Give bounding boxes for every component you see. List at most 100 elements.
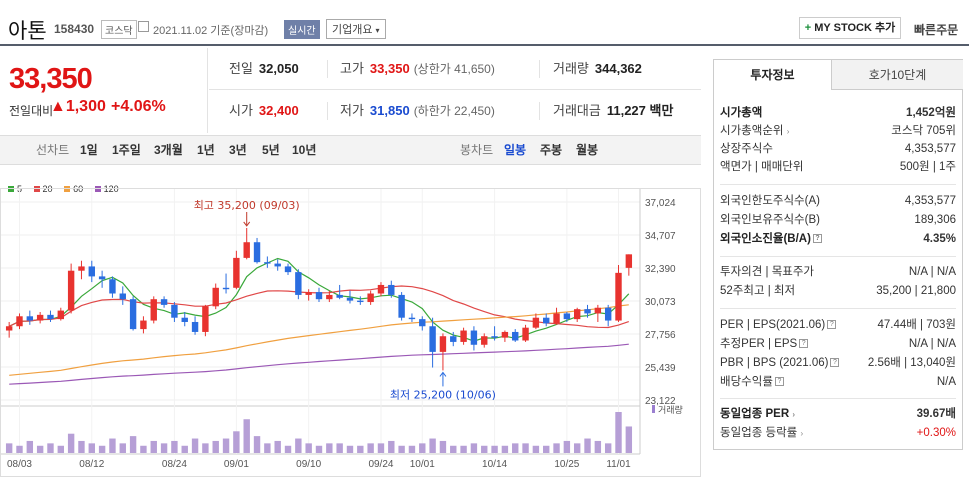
volume-bar — [625, 426, 633, 453]
line-chart-tab[interactable]: 선차트 — [36, 143, 70, 157]
price-chart[interactable]: 37,024 34,707 32,390 30,073 27,756 25,439 23,1… — [0, 168, 701, 479]
realtime-button[interactable]: 실시간 — [284, 20, 320, 39]
volume-bar — [5, 443, 13, 453]
max-arrow-head — [243, 221, 251, 227]
help-icon[interactable]: ? — [830, 358, 840, 368]
candle-body — [625, 254, 633, 268]
help-icon[interactable]: ? — [827, 320, 837, 330]
period-10y[interactable]: 10년 — [292, 143, 317, 157]
candle-body — [491, 336, 498, 338]
candle-body — [584, 309, 591, 314]
volume-bar — [419, 443, 426, 453]
volume-bar — [346, 445, 354, 453]
candle-body — [26, 316, 34, 321]
volume-bar — [284, 445, 292, 453]
volume-value: 344,362 — [594, 61, 642, 76]
volume-bar — [88, 443, 95, 453]
candle-body — [408, 317, 416, 320]
candle-body — [615, 272, 622, 321]
per-label-text: PER | EPS(2021.06) — [720, 319, 826, 331]
period-1d[interactable]: 1일 — [80, 143, 98, 157]
candle-body — [305, 292, 312, 295]
company-overview-label: 기업개요 — [332, 24, 373, 36]
current-price-box: 33,350 전일대비 ▲1,300 +4.06% — [0, 48, 208, 133]
y-tick-label: 37,024 — [645, 198, 676, 209]
volume-bar — [315, 445, 323, 453]
period-3y[interactable]: 3년 — [229, 143, 247, 157]
quick-order-link[interactable]: 빠른주문 — [914, 23, 959, 37]
quote-date: 2021.11.02 기준(장마감) — [153, 25, 269, 37]
period-1w[interactable]: 1주일 — [112, 143, 141, 157]
volume-bar — [584, 438, 591, 453]
rank-label[interactable]: 시가총액순위 › — [720, 122, 789, 141]
volume-bar — [377, 443, 385, 453]
min-annotation: 최저 25,200 (10/06) — [390, 388, 496, 401]
candle-body — [604, 307, 612, 321]
y-tick-label: 23,122 — [645, 396, 676, 407]
x-tick-label: 09/10 — [296, 459, 321, 470]
amount-value: 11,227 백만 — [606, 103, 674, 118]
period-3m[interactable]: 3개월 — [154, 143, 183, 157]
candle-body — [522, 327, 529, 341]
dividend-label-text: 배당수익률 — [720, 376, 773, 388]
candle-body — [233, 257, 240, 288]
candle-weekly[interactable]: 주봉 — [540, 143, 563, 157]
add-mystock-button[interactable]: + MY STOCK 추가 — [799, 17, 901, 39]
foreign-limit-label: 외국인한도주식수(A) — [720, 195, 820, 207]
tab-investment-info[interactable]: 투자정보 — [714, 60, 832, 90]
candle-body — [243, 242, 250, 258]
candle-body — [315, 292, 323, 300]
candle-body — [160, 299, 168, 305]
ma120-line — [9, 343, 629, 385]
candle-body — [171, 304, 178, 318]
candle-daily[interactable]: 일봉 — [504, 143, 527, 157]
candle-chart-tab[interactable]: 봉차트 — [460, 143, 494, 157]
volume-bar — [171, 440, 178, 453]
volume-bar — [429, 438, 436, 453]
change-label: 전일대비 — [9, 104, 54, 118]
per-label: PER | EPS(2021.06)? — [720, 316, 837, 334]
y-tick-label: 32,390 — [645, 264, 676, 275]
candle-body — [140, 320, 147, 330]
volume-bar — [563, 440, 571, 453]
est-per-label: 추정PER | EPS? — [720, 335, 809, 353]
candle-body — [129, 299, 137, 330]
candle-monthly[interactable]: 월봉 — [576, 143, 599, 157]
dividend-label: 배당수익률? — [720, 373, 784, 391]
candle-body — [16, 316, 23, 327]
candle-body — [98, 276, 106, 280]
add-mystock-label: MY STOCK 추가 — [814, 22, 896, 34]
shares-value: 4,353,577 — [904, 143, 956, 155]
help-icon[interactable]: ? — [799, 339, 809, 349]
week52-label: 52주최고 | 최저 — [720, 285, 796, 297]
volume-bar — [26, 440, 34, 453]
current-price: 33,350 — [9, 63, 93, 95]
period-1y[interactable]: 1년 — [197, 143, 215, 157]
opinion-value: N/A | N/A — [908, 266, 956, 278]
tab-order-book[interactable]: 호가10단계 — [832, 60, 963, 90]
candle-body — [439, 336, 447, 352]
candle-body — [119, 293, 126, 300]
est-per-value: N/A | N/A — [908, 338, 956, 350]
high-value: 33,350 — [369, 61, 410, 76]
period-5y[interactable]: 5년 — [262, 143, 280, 157]
help-icon[interactable]: ? — [774, 377, 784, 387]
pbr-label-text: PBR | BPS (2021.06) — [720, 357, 829, 369]
sector-per-label[interactable]: 동일업종 PER › — [720, 405, 795, 424]
volume-swatch — [652, 405, 655, 413]
volume-bar — [243, 419, 250, 453]
volume-bar — [512, 443, 519, 453]
volume-bar — [233, 431, 240, 453]
candle-body — [501, 331, 509, 338]
foreign-hold-value: 189,306 — [914, 214, 956, 226]
volume-bar — [573, 443, 581, 453]
x-tick-label: 10/01 — [410, 459, 435, 470]
sector-rate-label-text: 동일업종 등락률 — [720, 427, 798, 439]
company-overview-dropdown[interactable]: 기업개요 ▾ — [326, 19, 386, 39]
candle-body — [594, 307, 602, 314]
volume-bar — [326, 443, 333, 453]
volume-bar — [491, 445, 498, 453]
help-icon[interactable]: ? — [812, 234, 822, 244]
volume-bar — [532, 445, 540, 453]
sector-rate-label[interactable]: 동일업종 등락률 › — [720, 424, 803, 443]
